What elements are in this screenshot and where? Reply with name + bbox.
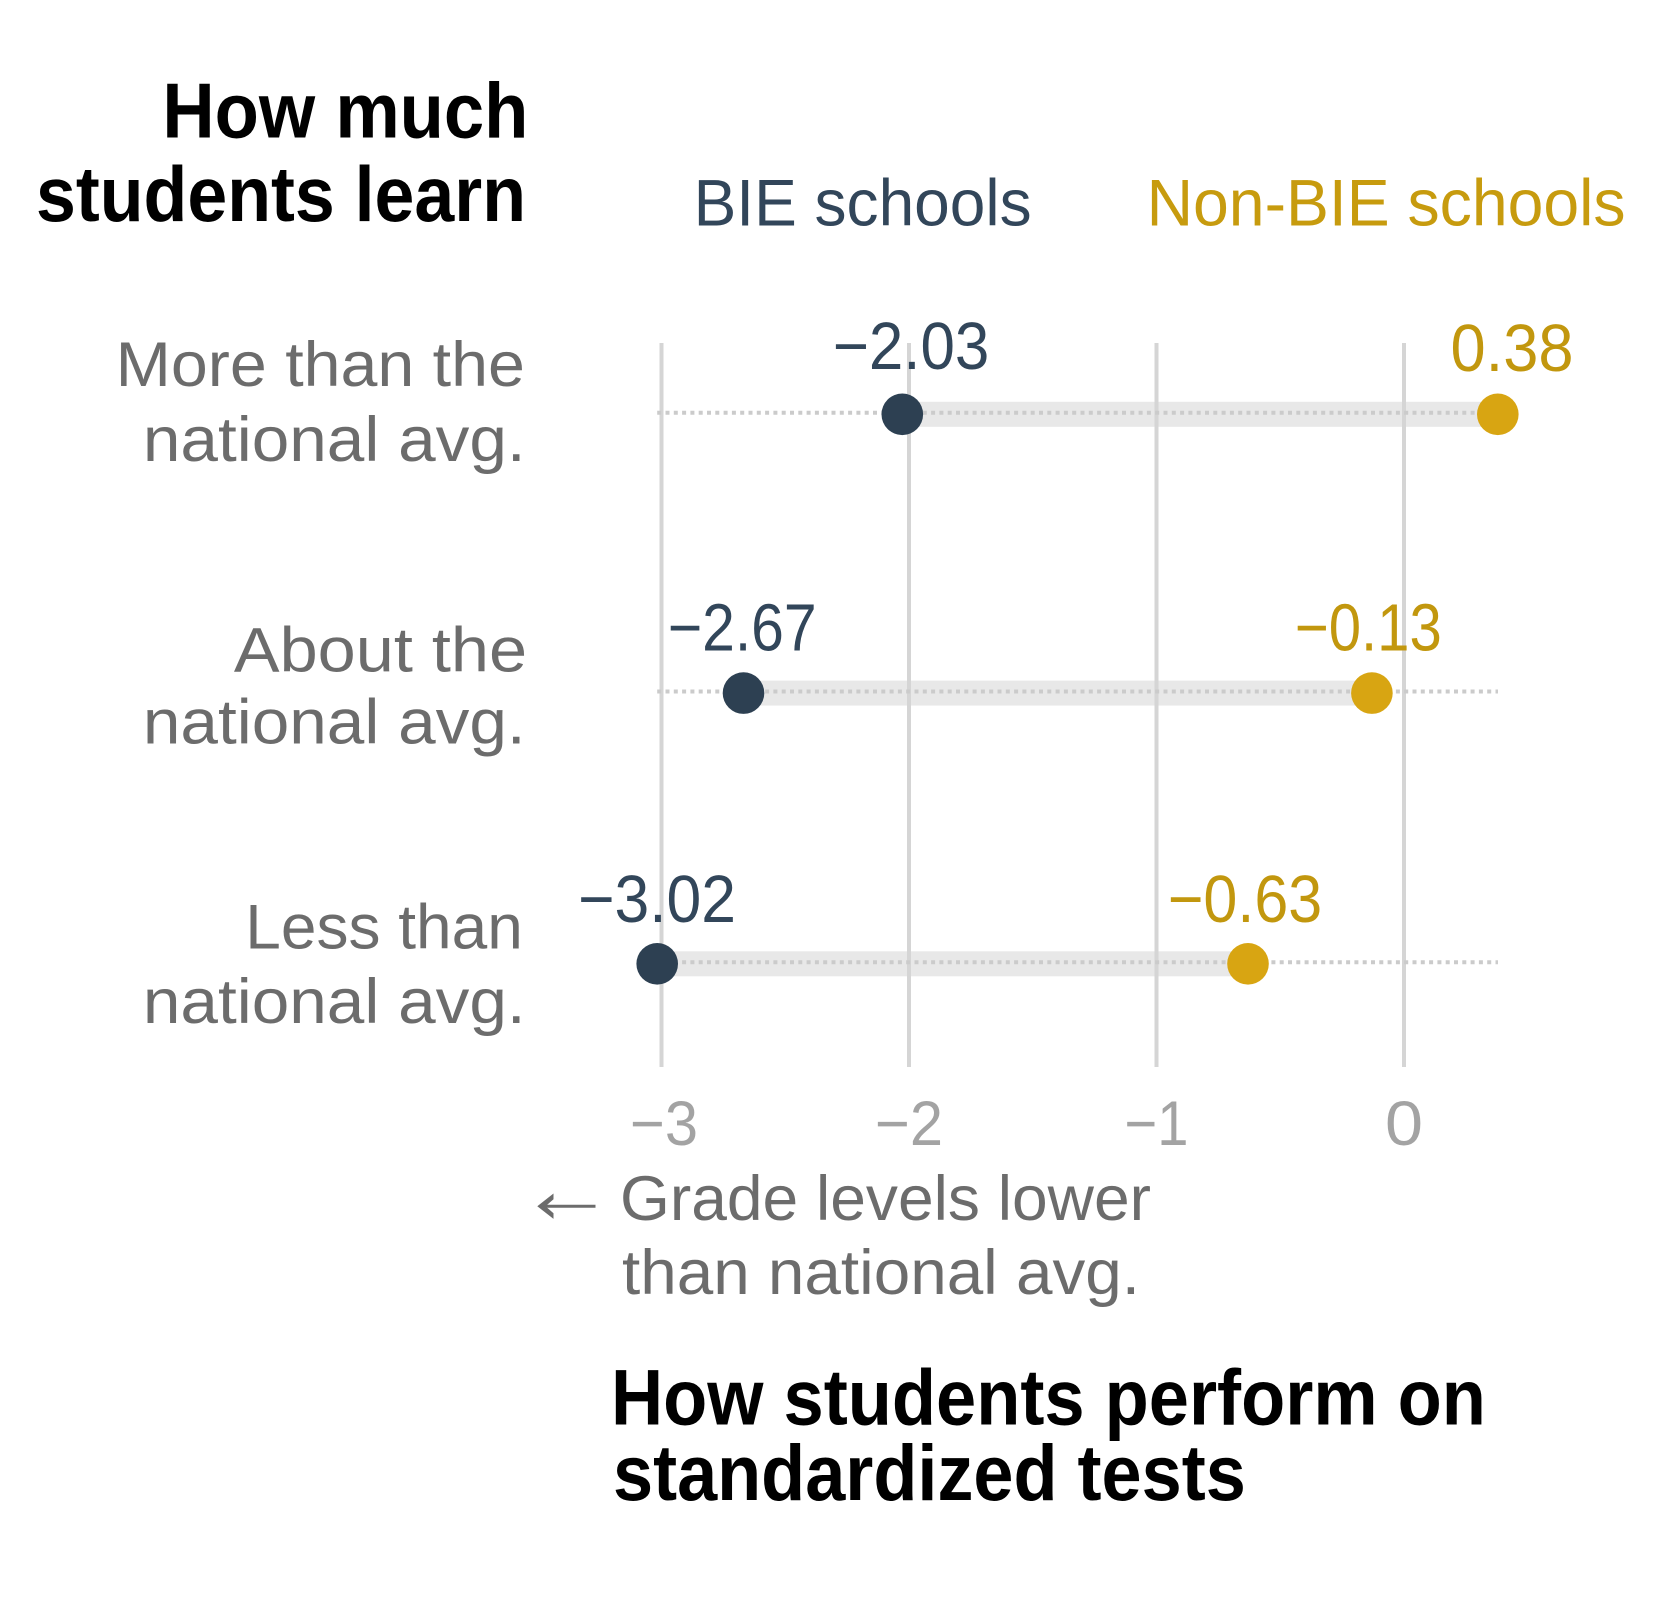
svg-text:0: 0 [1385,1089,1423,1159]
svg-text:national avg.: national avg. [143,967,526,1037]
svg-text:How much: How much [162,66,528,154]
svg-text:than national avg.: than national avg. [622,1238,1140,1308]
svg-text:Less than: Less than [245,893,523,963]
svg-text:How students perform on: How students perform on [611,1353,1486,1442]
svg-text:students learn: students learn [36,150,526,238]
svg-text:Grade levels lower: Grade levels lower [620,1164,1151,1234]
svg-text:standardized tests: standardized tests [613,1428,1246,1517]
svg-text:−2.03: −2.03 [833,309,990,384]
svg-text:0.38: 0.38 [1451,311,1574,386]
svg-text:BIE schools: BIE schools [694,165,1032,239]
svg-text:−2.67: −2.67 [668,591,817,666]
svg-text:national avg.: national avg. [143,688,526,758]
svg-text:−0.13: −0.13 [1295,591,1442,666]
svg-text:−1: −1 [1125,1089,1189,1159]
svg-text:−0.63: −0.63 [1168,862,1322,937]
svg-text:More than the: More than the [116,330,525,400]
svg-text:−3.02: −3.02 [578,862,736,937]
svg-text:−3: −3 [630,1089,698,1159]
svg-text:national avg.: national avg. [143,405,526,475]
svg-text:About the: About the [234,615,527,685]
svg-text:Non-BIE schools: Non-BIE schools [1147,165,1626,239]
svg-text:−2: −2 [875,1089,943,1159]
